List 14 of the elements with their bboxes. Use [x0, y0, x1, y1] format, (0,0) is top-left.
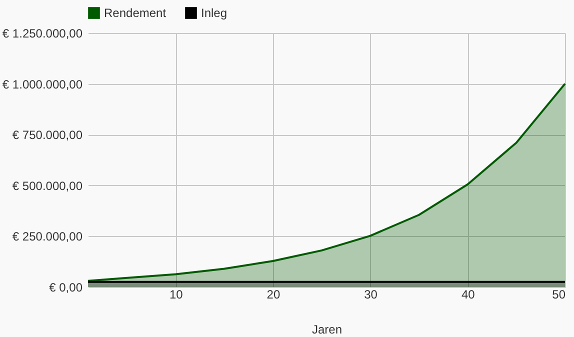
legend-label: Inleg: [201, 6, 228, 20]
y-tick-label: € 750.000,00: [12, 128, 83, 142]
x-tick-label: 40: [461, 288, 476, 302]
x-tick-label: 50: [552, 288, 566, 302]
x-tick-label: 10: [169, 288, 184, 302]
x-axis-title: Jaren: [312, 322, 342, 336]
y-tick-label: € 250.000,00: [12, 230, 83, 244]
x-tick-label: 20: [266, 288, 280, 302]
y-tick-label: € 1.000.000,00: [2, 77, 83, 92]
legend-label: Rendement: [104, 6, 167, 20]
x-tick-label: 30: [364, 288, 378, 302]
y-tick-label: € 1.250.000,00: [2, 26, 83, 40]
y-tick-label: € 500.000,00: [12, 178, 83, 193]
y-tick-label: € 0,00: [49, 280, 83, 294]
